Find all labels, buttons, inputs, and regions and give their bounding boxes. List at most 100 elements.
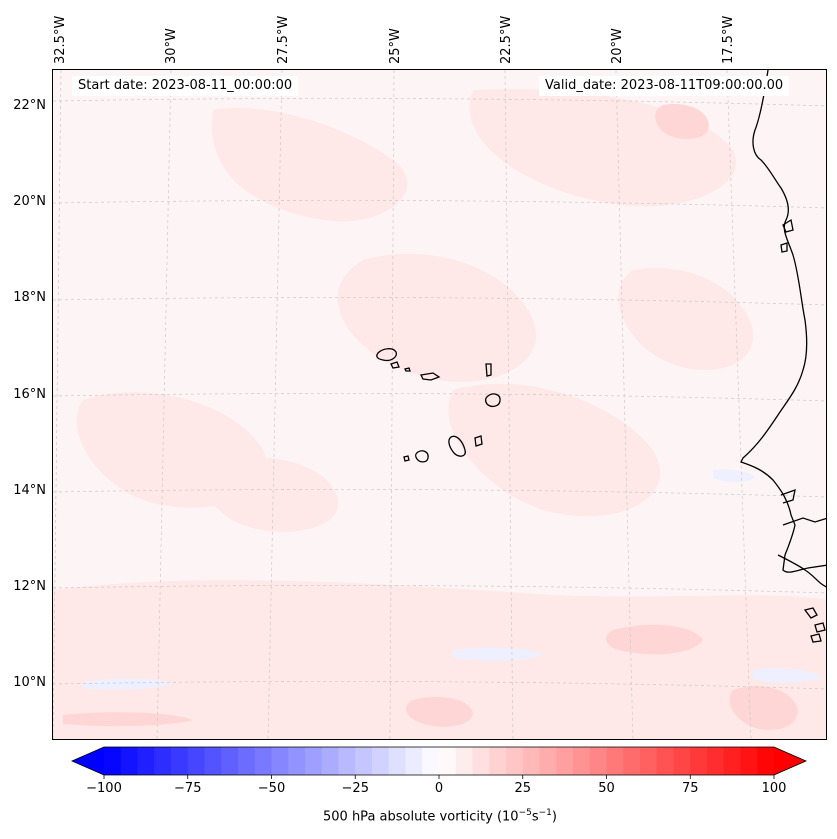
parallel-16n: [53, 393, 826, 402]
lon-label-22-5w: 22.5°W: [499, 15, 514, 64]
lat-label-12n: 12°N: [13, 579, 46, 594]
parallel-20n: [53, 200, 826, 209]
island-sao-nicolau: [420, 372, 441, 381]
vorticity-positive-region: [337, 253, 537, 382]
lat-label-10n: 10°N: [13, 675, 46, 690]
lat-label-16n: 16°N: [13, 387, 46, 402]
lat-label-20n: 20°N: [13, 194, 46, 209]
colorbar-min-extension: [72, 747, 104, 775]
vorticity-positive-region: [53, 580, 826, 739]
island-sao-vicente: [390, 361, 400, 369]
colorbar-bin: [673, 747, 691, 775]
meridian-25w: [389, 70, 395, 739]
graticule: [53, 70, 826, 739]
vorticity-positive-region: [618, 268, 754, 370]
parallel-14n: [53, 489, 826, 498]
lon-label-32-5w: 32.5°W: [53, 15, 68, 64]
colorbar-bins: [104, 747, 775, 775]
lon-label-20w: 20°W: [610, 28, 625, 64]
colorbar-bin: [522, 747, 540, 775]
colorbar-tick-label: −50: [257, 781, 286, 796]
colorbar-bin: [623, 747, 641, 775]
guinea-bissau-coast: [777, 554, 826, 588]
vorticity-positive-region: [448, 383, 661, 517]
colorbar-bin: [171, 747, 189, 775]
colorbar-bin: [707, 747, 725, 775]
valid-date-label: Valid_date: 2023-08-11T09:00:00.00: [539, 76, 790, 96]
colorbar-bin: [338, 747, 356, 775]
island-fogo: [414, 450, 429, 463]
lon-label-17-5w: 17.5°W: [721, 15, 736, 64]
island-brava: [403, 455, 410, 462]
vorticity-negative-region: [453, 647, 543, 661]
colorbar-bin: [506, 747, 524, 775]
colorbar-bin: [388, 747, 406, 775]
colorbar-bin: [439, 747, 457, 775]
island-santo-antao: [376, 348, 397, 362]
island-santa-luzia: [404, 367, 411, 372]
parallel-10n: [53, 681, 826, 690]
colorbar-bin: [221, 747, 239, 775]
vorticity-positive-region: [205, 457, 339, 532]
vorticity-negative-region: [753, 668, 823, 683]
colorbar-bin: [640, 747, 658, 775]
colorbar: [71, 746, 807, 779]
gambia-inlet: [780, 489, 796, 504]
lat-label-22n: 22°N: [13, 98, 46, 113]
meridian-22-5w: [504, 70, 514, 739]
lat-label-18n: 18°N: [13, 290, 46, 305]
colorbar-bin: [355, 747, 373, 775]
colorbar-tick-label: 0: [434, 781, 444, 796]
colorbar-bin: [254, 747, 272, 775]
colorbar-bin: [288, 747, 306, 775]
colorbar-bin: [556, 747, 574, 775]
meridian-17-5w: [726, 70, 752, 739]
colorbar-bin: [405, 747, 423, 775]
meridian-20w: [615, 70, 634, 739]
colorbar-tick-marks: [103, 775, 775, 779]
vorticity-positive-region: [211, 108, 408, 222]
colorbar-bin: [305, 747, 323, 775]
island-maio: [474, 435, 483, 447]
colorbar-bin: [539, 747, 557, 775]
colorbar-bin: [321, 747, 339, 775]
colorbar-tick-label: −25: [341, 781, 369, 796]
bijagos-islands: [803, 607, 826, 643]
island-boa-vista: [484, 393, 501, 408]
colorbar-bin: [606, 747, 624, 775]
colorbar-tick-label: 25: [514, 781, 532, 796]
colorbar-bin: [120, 747, 138, 775]
colorbar-bin: [757, 747, 775, 775]
dakar-peninsula-islands: [780, 218, 794, 253]
vorticity-moderate-region: [406, 696, 473, 727]
parallel-22n: [53, 98, 826, 107]
colorbar-bin: [154, 747, 172, 775]
vorticity-moderate-region: [63, 712, 193, 727]
cape-verde-islands: [376, 348, 501, 463]
colorbar-bin: [723, 747, 741, 775]
meridian-30w: [156, 70, 172, 739]
colorbar-bin: [271, 747, 289, 775]
colorbar-tick-label: −75: [174, 781, 202, 796]
colorbar-bin: [238, 747, 256, 775]
vorticity-positive-region: [469, 89, 737, 207]
colorbar-bin: [589, 747, 607, 775]
colorbar-bin: [489, 747, 507, 775]
island-santiago: [448, 435, 466, 457]
start-date-label: Start date: 2023-08-11_00:00:00: [72, 76, 299, 96]
colorbar-bin: [690, 747, 708, 775]
vorticity-moderate-region: [729, 686, 798, 730]
map-panel[interactable]: [52, 69, 827, 740]
colorbar-bin: [204, 747, 222, 775]
colorbar-tick-label: 75: [681, 781, 699, 796]
colorbar-max-extension: [774, 747, 806, 775]
casamance-coast: [782, 517, 826, 526]
parallel-12n: [53, 585, 826, 594]
vorticity-moderate-region: [655, 104, 709, 139]
colorbar-bin: [422, 747, 440, 775]
colorbar-bin: [573, 747, 591, 775]
vorticity-negative-region: [713, 469, 755, 483]
colorbar-tick-label: 50: [598, 781, 615, 796]
colorbar-bin: [187, 747, 205, 775]
lat-label-14n: 14°N: [13, 483, 46, 498]
